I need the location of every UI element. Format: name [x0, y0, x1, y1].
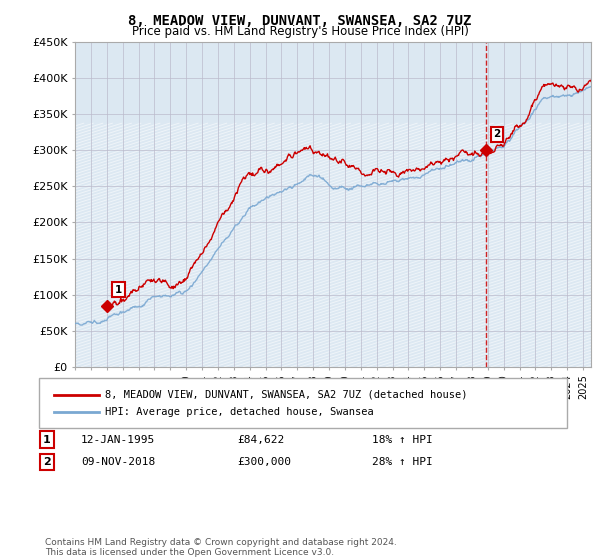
Text: 18% ↑ HPI: 18% ↑ HPI	[372, 435, 433, 445]
Text: 09-NOV-2018: 09-NOV-2018	[81, 457, 155, 467]
Text: HPI: Average price, detached house, Swansea: HPI: Average price, detached house, Swan…	[105, 407, 374, 417]
Text: 12-JAN-1995: 12-JAN-1995	[81, 435, 155, 445]
Text: Contains HM Land Registry data © Crown copyright and database right 2024.
This d: Contains HM Land Registry data © Crown c…	[45, 538, 397, 557]
Text: £300,000: £300,000	[237, 457, 291, 467]
Text: 8, MEADOW VIEW, DUNVANT, SWANSEA, SA2 7UZ (detached house): 8, MEADOW VIEW, DUNVANT, SWANSEA, SA2 7U…	[105, 390, 467, 400]
Text: 2: 2	[493, 129, 500, 139]
Text: 2: 2	[43, 457, 50, 467]
Text: 1: 1	[115, 285, 122, 295]
Text: 1: 1	[43, 435, 50, 445]
Text: Price paid vs. HM Land Registry's House Price Index (HPI): Price paid vs. HM Land Registry's House …	[131, 25, 469, 38]
Text: 8, MEADOW VIEW, DUNVANT, SWANSEA, SA2 7UZ: 8, MEADOW VIEW, DUNVANT, SWANSEA, SA2 7U…	[128, 14, 472, 28]
Text: 28% ↑ HPI: 28% ↑ HPI	[372, 457, 433, 467]
Text: £84,622: £84,622	[237, 435, 284, 445]
